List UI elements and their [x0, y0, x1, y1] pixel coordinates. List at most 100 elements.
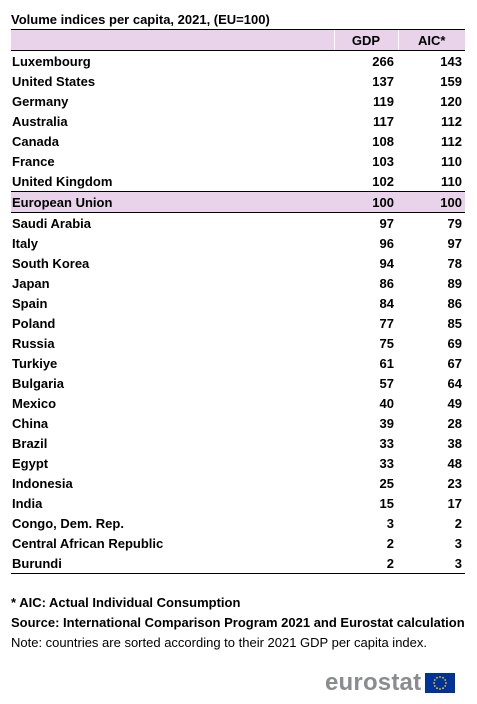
country-cell: Egypt [12, 455, 49, 471]
gdp-cell: 40 [379, 395, 394, 411]
gdp-cell: 25 [379, 475, 394, 491]
flag-star [433, 682, 436, 684]
gdp-cell: 137 [372, 73, 394, 89]
gdp-cell: 86 [379, 275, 394, 291]
country-cell: South Korea [12, 255, 90, 271]
country-cell: Russia [12, 335, 55, 351]
table-title: Volume indices per capita, 2021, (EU=100… [11, 12, 270, 27]
flag-star [444, 685, 447, 687]
gdp-cell: 100 [334, 191, 398, 213]
aic-cell: 64 [447, 375, 462, 391]
table-row: Egypt 33 48 [11, 453, 465, 473]
gdp-cell: 75 [379, 335, 394, 351]
country-cell: Congo, Dem. Rep. [12, 515, 124, 531]
country-cell: Japan [12, 275, 50, 291]
table-row: Australia 117 112 [11, 111, 465, 131]
data-table: GDP AIC* Luxembourg 266 143 United States 13… [11, 29, 465, 574]
gdp-cell: 266 [372, 53, 394, 69]
aic-cell: 67 [447, 355, 462, 371]
table-notes: * AIC: Actual Individual Consumption Sou… [11, 593, 465, 653]
eurostat-logo: eurostat [325, 669, 456, 696]
aic-cell: 78 [447, 255, 462, 271]
table-row: Central African Republic 2 3 [11, 533, 465, 553]
country-cell: United States [12, 73, 96, 89]
country-cell: Indonesia [12, 475, 73, 491]
aic-cell: 48 [447, 455, 462, 471]
flag-star [439, 688, 442, 690]
gdp-cell: 2 [334, 553, 398, 574]
country-cell: France [12, 153, 55, 169]
gdp-cell: 33 [379, 455, 394, 471]
sorting-note: Note: countries are sorted according to … [11, 635, 427, 650]
aic-cell: 2 [454, 515, 462, 531]
country-cell: Italy [12, 235, 39, 251]
country-cell: Saudi Arabia [12, 215, 91, 231]
flag-star [436, 687, 439, 690]
aic-cell: 49 [447, 395, 462, 411]
aic-cell: 120 [440, 93, 462, 109]
flag-star [434, 679, 436, 681]
table-body: Luxembourg 266 143 United States 137 159 Germa… [11, 51, 465, 574]
table-row: Canada 108 112 [11, 131, 465, 151]
country-cell: Central African Republic [12, 535, 164, 551]
header-aic: AIC* [397, 29, 465, 51]
aic-cell: 86 [447, 295, 462, 311]
table-row: United States 137 159 [11, 71, 465, 91]
table-row: Burundi 2 3 [11, 553, 465, 574]
country-cell: Brazil [12, 435, 48, 451]
table-row: Indonesia 25 23 [11, 473, 465, 493]
gdp-cell: 15 [379, 495, 394, 511]
gdp-cell: 117 [373, 113, 394, 129]
aic-cell: 3 [398, 553, 465, 574]
country-cell: Mexico [12, 395, 57, 411]
aic-cell: 143 [440, 53, 462, 69]
flag-star [434, 685, 436, 687]
aic-cell: 112 [441, 133, 462, 149]
country-cell: Canada [12, 133, 59, 149]
table-row: India 15 17 [11, 493, 465, 513]
aic-cell: 159 [440, 73, 462, 89]
flag-star [436, 676, 439, 679]
country-cell: European Union [11, 191, 334, 213]
table-row: European Union 100 100 [11, 191, 465, 213]
gdp-cell: 3 [386, 515, 394, 531]
aic-cell: 69 [447, 335, 462, 351]
country-cell: China [12, 415, 49, 431]
header-gdp: GDP [333, 29, 398, 51]
aic-cell: 100 [398, 191, 465, 213]
gdp-cell: 108 [372, 133, 394, 149]
table-row: Congo, Dem. Rep. 3 2 [11, 513, 465, 533]
aic-cell: 38 [447, 435, 462, 451]
aic-footnote: * AIC: Actual Individual Consumption [11, 595, 241, 610]
table-row: Poland 77 85 [11, 313, 465, 333]
table-row: Bulgaria 57 64 [11, 373, 465, 393]
country-cell: Bulgaria [12, 375, 65, 391]
flag-star [439, 676, 442, 678]
flag-star [442, 676, 445, 679]
gdp-cell: 119 [373, 93, 394, 109]
gdp-cell: 96 [379, 235, 394, 251]
table-row: Mexico 40 49 [11, 393, 465, 413]
flag-star [444, 679, 447, 681]
table-row: China 39 28 [11, 413, 465, 433]
aic-cell: 23 [447, 475, 462, 491]
gdp-cell: 77 [379, 315, 394, 331]
table-row: Luxembourg 266 143 [11, 51, 465, 72]
table-row: France 103 110 [11, 151, 465, 171]
country-cell: Germany [12, 93, 69, 109]
gdp-cell: 61 [379, 355, 394, 371]
table-row: Brazil 33 38 [11, 433, 465, 453]
country-cell: Burundi [11, 553, 334, 574]
table-row: South Korea 94 78 [11, 253, 465, 273]
aic-cell: 112 [441, 113, 462, 129]
table-row: Germany 119 120 [11, 91, 465, 111]
gdp-cell: 33 [379, 435, 394, 451]
aic-cell: 110 [441, 173, 462, 189]
table-row: Italy 96 97 [11, 233, 465, 253]
aic-cell: 3 [454, 535, 462, 551]
table-row: Japan 86 89 [11, 273, 465, 293]
gdp-cell: 103 [372, 153, 394, 169]
header-country [11, 29, 334, 51]
gdp-cell: 39 [379, 415, 394, 431]
country-cell: Luxembourg [12, 53, 91, 69]
